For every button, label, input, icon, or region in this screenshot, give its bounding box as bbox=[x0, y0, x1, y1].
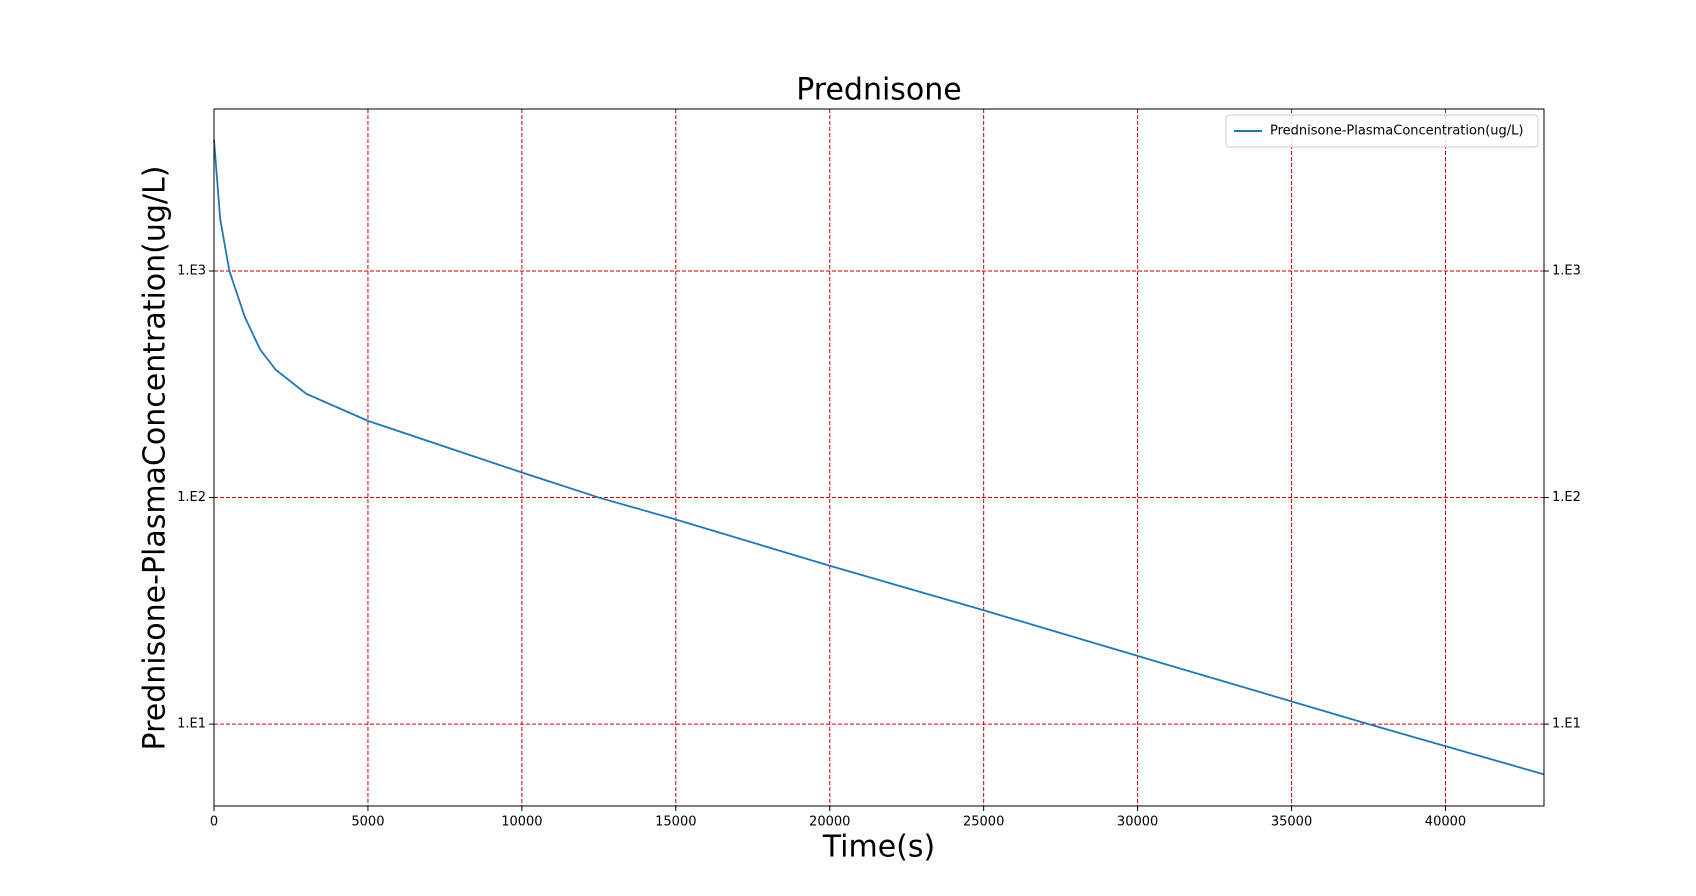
y-tick-label-right: 1.E3 bbox=[1552, 264, 1581, 279]
x-tick-label: 40000 bbox=[1425, 815, 1466, 830]
x-tick-label: 20000 bbox=[809, 815, 850, 830]
legend-box bbox=[1225, 114, 1539, 148]
y-tick-label: 1.E3 bbox=[177, 264, 206, 279]
x-tick-label: 5000 bbox=[351, 815, 384, 830]
x-tick-label: 15000 bbox=[655, 815, 696, 830]
x-tick-label: 0 bbox=[210, 815, 218, 830]
y-axis-label: Prednisone-PlasmaConcentration(ug/L) bbox=[138, 166, 173, 751]
data-line bbox=[213, 139, 1545, 776]
y-tick-label-right: 1.E1 bbox=[1552, 717, 1581, 732]
y-tick-label: 1.E2 bbox=[177, 490, 206, 505]
y-tick-label-right: 1.E2 bbox=[1552, 490, 1581, 505]
y-tick-label: 1.E1 bbox=[177, 717, 206, 732]
legend-label: Prednisone-PlasmaConcentration(ug/L) bbox=[1270, 124, 1523, 139]
x-tick-label: 25000 bbox=[963, 815, 1004, 830]
chart-title: Prednisone bbox=[796, 73, 962, 108]
x-tick-label: 35000 bbox=[1271, 815, 1312, 830]
x-tick-label: 10000 bbox=[501, 815, 542, 830]
x-axis-label: Time(s) bbox=[822, 830, 935, 865]
plot-frame bbox=[213, 108, 1545, 807]
x-tick-label: 30000 bbox=[1117, 815, 1158, 830]
